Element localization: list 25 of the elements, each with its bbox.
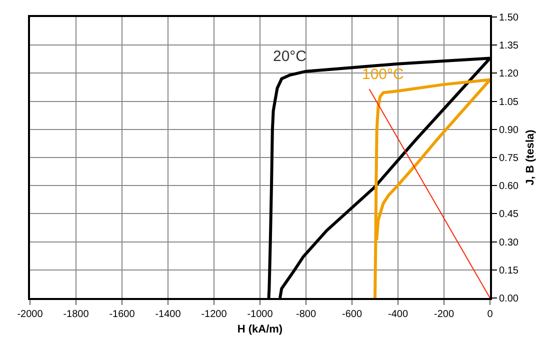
x-tick-label: -1800 <box>63 309 90 320</box>
y-tick-label: 1.05 <box>499 96 519 108</box>
x-tick-label: -400 <box>388 309 408 320</box>
y-tick-label: 0.90 <box>499 124 519 136</box>
y-axis-title: J, B (tesla) <box>524 129 537 186</box>
y-tick-label: 0.75 <box>499 153 519 164</box>
y-tick-label: 0.15 <box>499 265 519 276</box>
y-tick-label: 1.35 <box>499 40 519 52</box>
series-label: 100°C <box>362 66 404 83</box>
y-tick-label: 0.45 <box>499 209 519 220</box>
x-tick-label: -600 <box>342 309 362 320</box>
x-tick-label: -1200 <box>201 309 228 320</box>
x-tick-label: -800 <box>296 309 316 320</box>
y-tick-label: 0.30 <box>499 237 519 248</box>
x-tick-label: -1600 <box>109 309 136 320</box>
y-tick-label: 1.20 <box>499 68 519 80</box>
y-tick-label: 0.00 <box>499 294 519 304</box>
x-tick-label: 0 <box>487 309 494 320</box>
x-axis-title: H (kA/m) <box>237 324 283 336</box>
x-tick-label: -200 <box>434 309 454 320</box>
y-tick-label: 1.50 <box>499 12 519 24</box>
y-tick-label: 0.60 <box>499 181 519 192</box>
x-tick-label: -2000 <box>17 309 44 320</box>
x-tick-label: -1400 <box>155 309 182 320</box>
x-tick-label: -1000 <box>247 309 274 320</box>
